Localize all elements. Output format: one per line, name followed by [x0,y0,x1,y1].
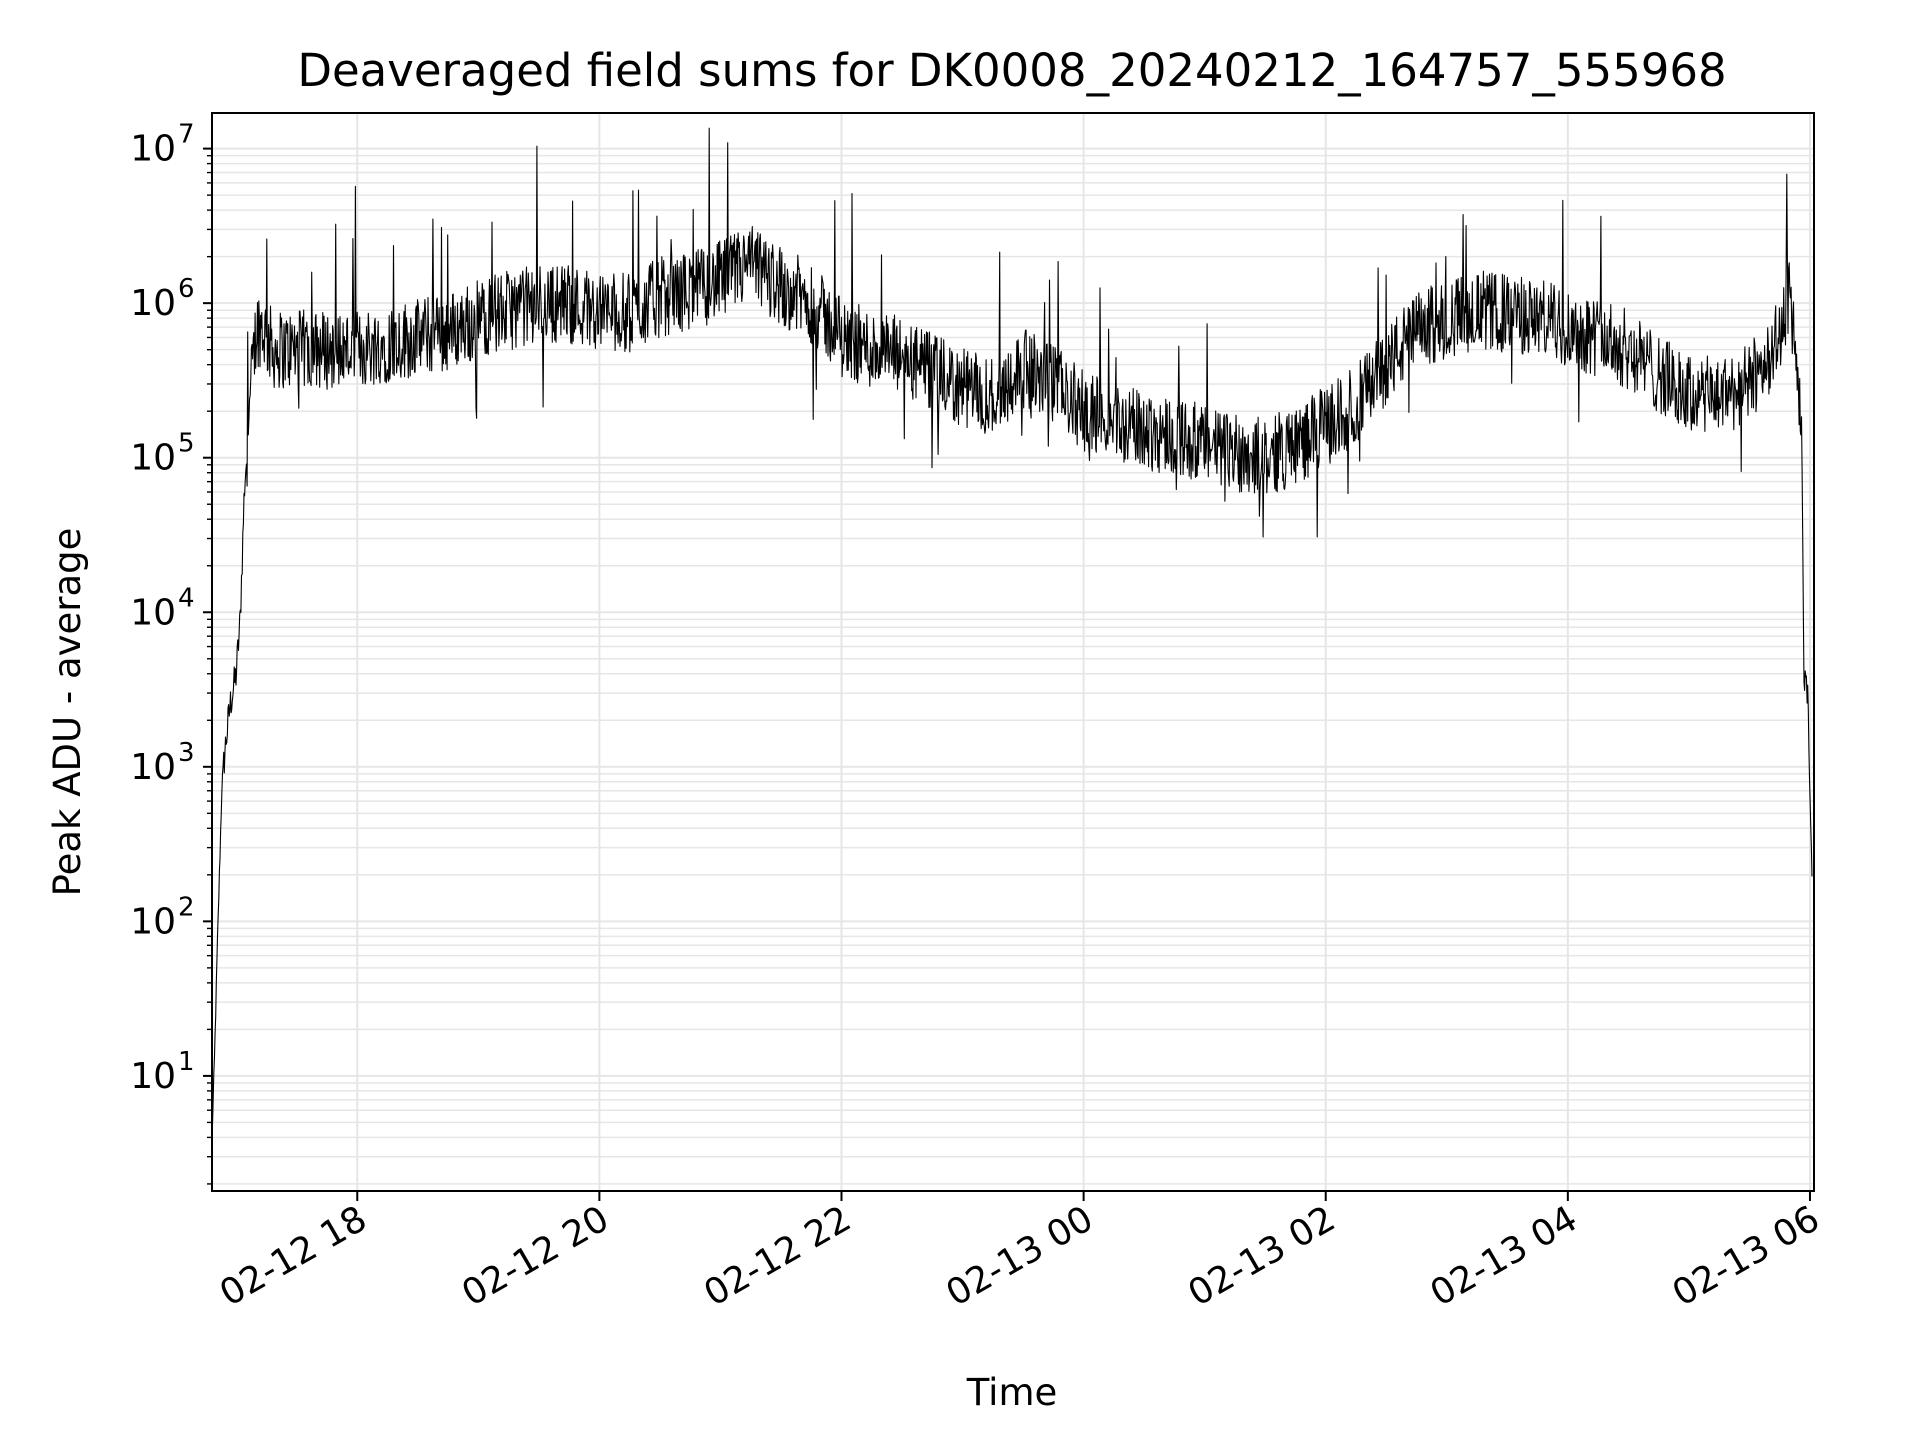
y-tick-exponent: 3 [178,738,195,768]
chart-title: Deaveraged field sums for DK0008_2024021… [297,44,1726,97]
y-tick-label: 10 [130,129,176,170]
y-tick-label: 10 [130,747,176,788]
y-tick-label: 10 [130,901,176,942]
plot-frame [211,112,1815,1192]
series-layer [211,127,1813,1136]
grid [212,113,1814,1191]
y-tick-exponent: 5 [178,429,195,459]
y-axis-label: Peak ADU - average [46,528,89,897]
y-tick-base: 10 [130,747,176,788]
y-tick-base: 10 [130,592,176,633]
y-tick-label: 10 [130,283,176,324]
x-axis-label: Time [966,1371,1058,1414]
y-tick-base: 10 [130,901,176,942]
y-tick-label: 10 [130,592,176,633]
y-tick-exponent: 7 [178,120,195,150]
y-tick-exponent: 6 [178,274,195,304]
y-tick-base: 10 [130,129,176,170]
y-tick-base: 10 [130,438,176,479]
y-tick-label: 10 [130,438,176,479]
y-tick-exponent: 2 [178,892,195,922]
y-tick-exponent: 4 [178,583,195,613]
y-tick-base: 10 [130,1056,176,1097]
y-tick-exponent: 1 [178,1047,195,1077]
series-line [211,127,1813,1136]
y-tick-label: 10 [130,1056,176,1097]
y-tick-base: 10 [130,283,176,324]
